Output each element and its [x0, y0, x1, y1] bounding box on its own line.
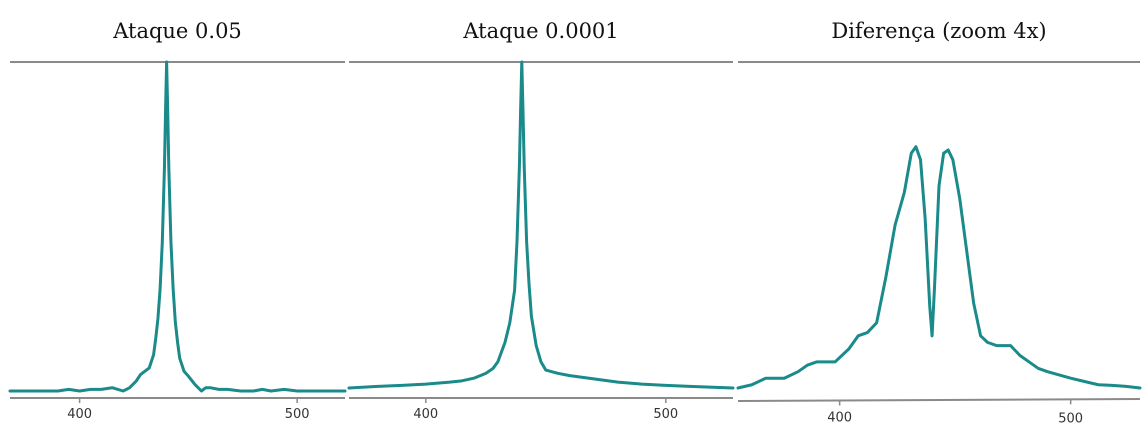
panel-1-title: Ataque 0.05 [113, 19, 242, 43]
panel-2-plot: 400 500 [347, 60, 735, 422]
series-line [8, 60, 347, 393]
x-tick-label: 400 [67, 407, 92, 422]
panel-2-title: Ataque 0.0001 [463, 19, 619, 43]
panel-1-plot: 400 500 [8, 60, 347, 422]
x-tick-label: 400 [413, 407, 438, 422]
panel-3-title: Diferença (zoom 4x) [831, 19, 1047, 43]
x-axis-line [737, 398, 1141, 402]
panel-3-plot: 400 500 [736, 61, 1142, 426]
x-tick-label: 500 [653, 407, 678, 422]
series-line [736, 145, 1142, 390]
x-tick-label: 400 [827, 411, 852, 426]
x-tick-label: 500 [285, 407, 310, 422]
x-tick-label: 500 [1058, 412, 1083, 426]
series-line [347, 60, 735, 390]
